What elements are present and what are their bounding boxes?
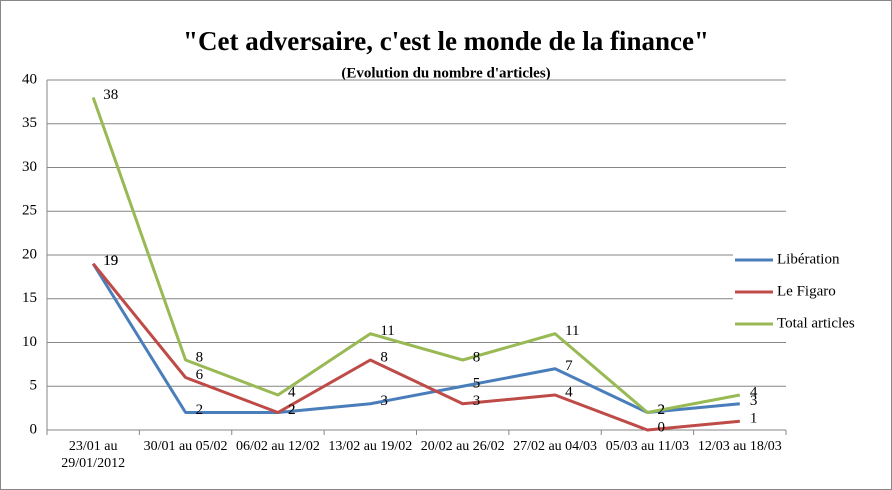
data-label: 38 <box>103 87 118 103</box>
legend-label: Le Figaro <box>777 283 836 299</box>
data-label: 0 <box>657 419 665 435</box>
data-label: 8 <box>196 349 204 365</box>
data-label: 4 <box>288 384 296 400</box>
series-line <box>91 262 740 414</box>
data-label: 19 <box>103 253 118 269</box>
chart-subtitle: (Evolution du nombre d'articles) <box>341 65 550 81</box>
data-label: 19 <box>103 253 118 269</box>
data-label: 3 <box>750 393 758 409</box>
x-tick-label: 12/03 au 18/03 <box>697 439 782 454</box>
y-tick-label: 5 <box>30 378 38 394</box>
x-tick-label: 27/02 au 04/03 <box>513 439 598 454</box>
chart-title: "Cet adversaire, c'est le monde de la fi… <box>183 26 709 56</box>
data-label: 3 <box>473 393 481 409</box>
legend-label: Libération <box>777 251 840 267</box>
data-label: 3 <box>380 393 388 409</box>
data-label: 8 <box>473 349 481 365</box>
data-label: 4 <box>750 384 758 400</box>
data-label: 7 <box>565 358 573 374</box>
y-tick-label: 30 <box>22 159 37 175</box>
y-tick-label: 35 <box>22 115 37 131</box>
x-tick-label: 20/02 au 26/02 <box>420 439 505 454</box>
y-tick-label: 0 <box>30 421 38 437</box>
y-tick-label: 20 <box>22 246 37 262</box>
y-tick-label: 10 <box>22 334 37 350</box>
x-tick-label: 06/02 au 12/02 <box>235 439 320 454</box>
data-label: 11 <box>565 323 579 339</box>
y-tick-label: 40 <box>22 71 37 87</box>
series-line <box>91 97 741 414</box>
data-label: 11 <box>380 323 394 339</box>
x-tick-label: 13/02 au 19/02 <box>328 439 413 454</box>
x-tick-label: 05/03 au 11/03 <box>605 439 690 454</box>
x-tick-label: 30/01 au 05/02 <box>143 439 228 454</box>
data-label: 5 <box>473 376 481 392</box>
data-label: 4 <box>565 384 573 400</box>
y-tick-label: 25 <box>22 203 37 219</box>
data-label: 2 <box>657 402 665 418</box>
data-label: 6 <box>196 367 204 383</box>
data-label: 2 <box>196 402 204 418</box>
data-label: 8 <box>380 349 388 365</box>
x-tick-label: 23/01 au 29/01/2012 <box>61 439 126 471</box>
y-tick-label: 15 <box>22 290 37 306</box>
series-line <box>92 262 740 432</box>
data-label: 2 <box>288 402 296 418</box>
legend-label: Total articles <box>777 315 855 331</box>
data-label: 2 <box>288 402 296 418</box>
data-label: 1 <box>750 411 758 427</box>
